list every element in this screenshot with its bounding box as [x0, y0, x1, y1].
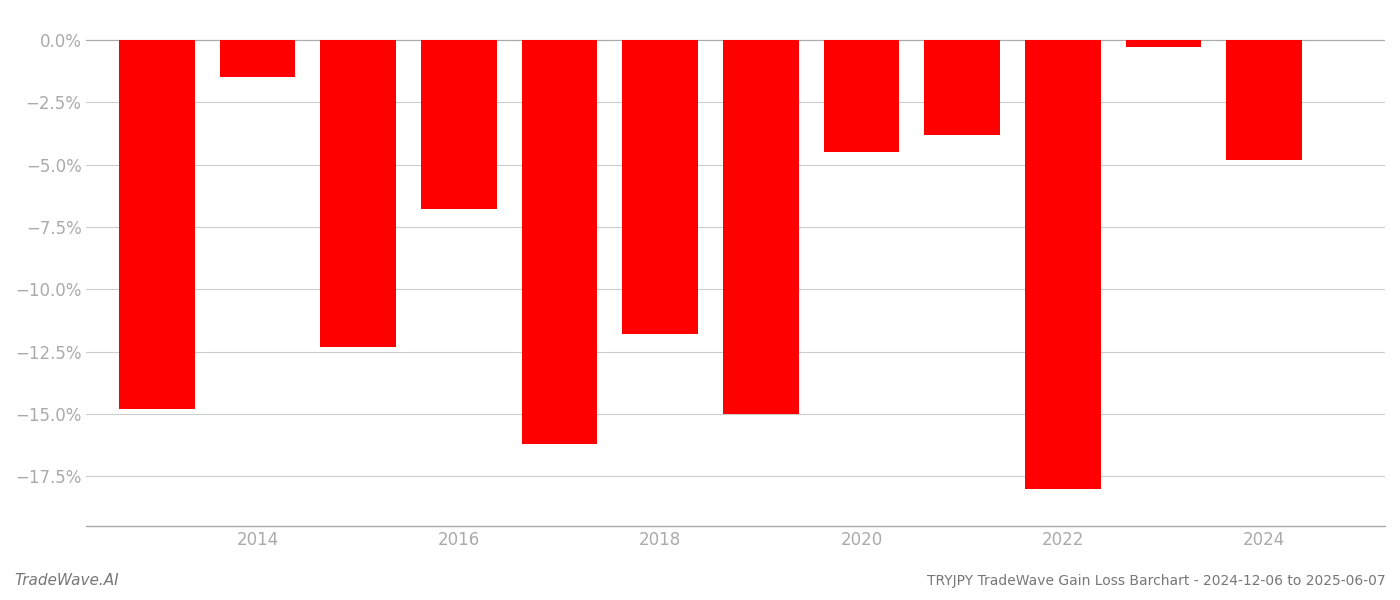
Text: TRYJPY TradeWave Gain Loss Barchart - 2024-12-06 to 2025-06-07: TRYJPY TradeWave Gain Loss Barchart - 20… — [927, 574, 1386, 588]
Bar — [1226, 40, 1302, 160]
Text: TradeWave.AI: TradeWave.AI — [14, 573, 119, 588]
Bar — [421, 40, 497, 209]
Bar — [1025, 40, 1100, 489]
Bar — [722, 40, 798, 414]
Bar — [823, 40, 899, 152]
Bar — [623, 40, 699, 334]
Bar — [321, 40, 396, 347]
Bar — [522, 40, 598, 444]
Bar — [220, 40, 295, 77]
Bar — [1126, 40, 1201, 47]
Bar — [119, 40, 195, 409]
Bar — [924, 40, 1000, 134]
